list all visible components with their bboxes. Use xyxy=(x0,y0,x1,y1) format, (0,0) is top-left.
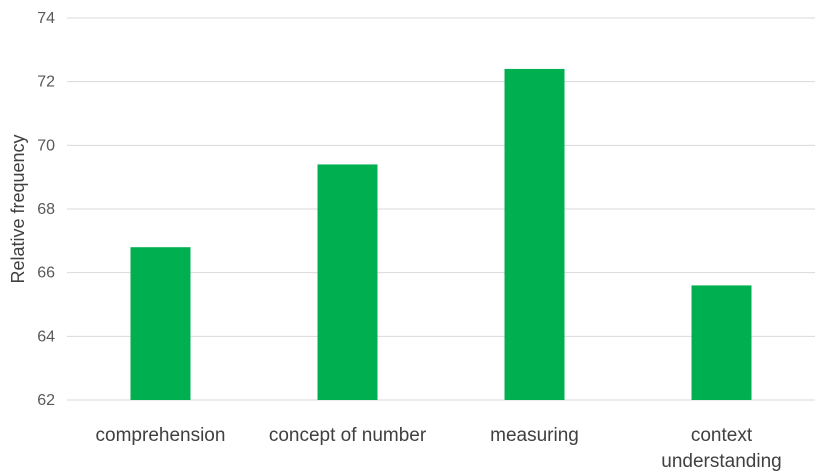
bars xyxy=(130,68,752,400)
x-category-label: concept of number xyxy=(269,425,427,446)
bar-concept-of-number xyxy=(317,164,378,400)
gridlines xyxy=(67,17,815,401)
bar-comprehension xyxy=(130,247,191,400)
x-category-label: comprehension xyxy=(96,425,226,446)
y-tick-label: 66 xyxy=(37,265,55,282)
y-tick-label: 70 xyxy=(37,137,55,154)
y-tick-label: 72 xyxy=(37,74,55,91)
x-category-label: measuring xyxy=(490,425,579,446)
y-tick-label: 64 xyxy=(37,328,55,345)
y-axis-ticks: 62 64 66 68 70 72 74 xyxy=(37,10,55,409)
y-axis-title: Relative frequency xyxy=(8,134,28,283)
x-category-label: context understanding xyxy=(661,425,781,472)
bar-measuring xyxy=(504,68,565,400)
y-tick-label: 68 xyxy=(37,201,55,218)
y-tick-label: 62 xyxy=(37,392,55,409)
y-tick-label: 74 xyxy=(37,10,55,27)
bar-context-understanding xyxy=(691,285,752,400)
x-axis-categories: comprehension concept of number measuring c… xyxy=(96,425,782,472)
